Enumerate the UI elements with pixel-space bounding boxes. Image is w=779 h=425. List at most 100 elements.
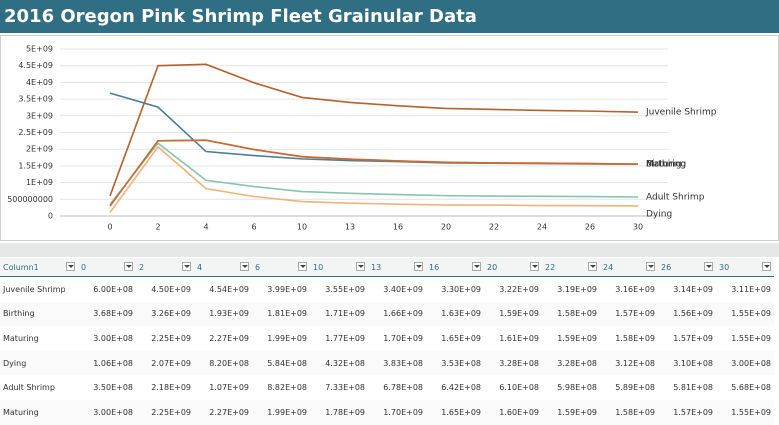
column-header: 2 xyxy=(136,258,194,277)
table-cell: 2.27E+09 xyxy=(194,399,252,425)
filter-button[interactable] xyxy=(124,262,133,271)
x-tick-label: 13 xyxy=(345,223,355,232)
table-cell: 3.50E+08 xyxy=(93,383,133,393)
table-cell: 3.00E+08 xyxy=(78,399,136,425)
y-tick-label: 2E+09 xyxy=(26,145,53,154)
table-cell: 1.70E+09 xyxy=(368,399,426,425)
table-cell: 3.11E+09 xyxy=(731,284,771,294)
table-cell: 4.32E+08 xyxy=(310,350,368,376)
column-header-text: 30 xyxy=(719,262,730,272)
table-cell: 1.70E+09 xyxy=(383,333,423,343)
table-cell: 1.56E+09 xyxy=(658,301,716,327)
table-cell: 1.59E+09 xyxy=(484,301,542,327)
table-cell: 1.63E+09 xyxy=(426,301,484,327)
row-label: Maturing xyxy=(0,399,78,425)
table-cell: 1.59E+09 xyxy=(557,333,597,343)
column-header: 16 xyxy=(426,258,484,277)
x-tick-label: 0 xyxy=(107,223,112,232)
filter-button[interactable] xyxy=(646,262,655,271)
y-tick-label: 3E+09 xyxy=(26,111,53,120)
table-cell: 6.10E+08 xyxy=(499,383,539,393)
table-cell: 7.33E+08 xyxy=(325,383,365,393)
series-line xyxy=(109,142,639,205)
row-label: Juvenile Shrimp xyxy=(3,284,66,294)
filter-button[interactable] xyxy=(472,262,481,271)
y-tick-label: 1E+09 xyxy=(26,178,53,187)
series-line xyxy=(109,145,639,213)
table-cell: 8.82E+08 xyxy=(267,383,307,393)
table-cell: 1.07E+09 xyxy=(209,383,249,393)
filter-button[interactable] xyxy=(762,262,771,271)
table-cell: 2.27E+09 xyxy=(209,333,249,343)
y-tick-label: 2.5E+09 xyxy=(18,128,53,137)
row-label: Adult Shrimp xyxy=(3,383,55,393)
filter-button[interactable] xyxy=(704,262,713,271)
table-cell: 3.83E+08 xyxy=(368,350,426,376)
page-title: 2016 Oregon Pink Shrimp Fleet Grainular … xyxy=(0,0,779,33)
series-label: Adult Shrimp xyxy=(646,193,705,203)
table-cell: 1.81E+09 xyxy=(252,301,310,327)
column-header-text: 16 xyxy=(429,262,440,272)
column-header: Column1 xyxy=(0,258,78,277)
x-tick-label: 24 xyxy=(537,223,547,232)
table-cell: 1.55E+09 xyxy=(716,301,774,327)
table-cell: 1.77E+09 xyxy=(325,333,365,343)
table-cell: 1.78E+09 xyxy=(310,399,368,425)
data-table: Column1 0 2 4 6 10 13 16 20 22 24 26 30 Juvenile Shri… xyxy=(0,258,774,425)
column-header: 24 xyxy=(600,258,658,277)
filter-button[interactable] xyxy=(530,262,539,271)
column-header-text: 4 xyxy=(197,262,203,272)
table-cell: 1.99E+09 xyxy=(252,399,310,425)
x-tick-label: 30 xyxy=(633,223,643,232)
x-tick-label: 20 xyxy=(441,223,451,232)
header-row: Column1 0 2 4 6 10 13 16 20 22 24 26 30 xyxy=(0,258,774,277)
column-header-text: 22 xyxy=(545,262,556,272)
table-cell: 1.57E+09 xyxy=(600,301,658,327)
column-header-text: 6 xyxy=(255,262,261,272)
column-header-text: 24 xyxy=(603,262,614,272)
filter-button[interactable] xyxy=(182,262,191,271)
table-cell: 8.20E+08 xyxy=(194,350,252,376)
x-tick-label: 4 xyxy=(203,223,208,232)
chart: 0 500000000 1E+09 1.5E+09 2E+09 2.5E+09 3E+09 3… xyxy=(0,35,779,241)
filter-button[interactable] xyxy=(66,262,75,271)
table-cell: 1.58E+09 xyxy=(615,333,655,343)
series-label: Maturing xyxy=(646,160,686,170)
table-row: Adult Shrimp 3.50E+08 2.18E+09 1.07E+09 8.82… xyxy=(0,375,774,400)
y-tick-label: 3.5E+09 xyxy=(18,95,53,104)
filter-button[interactable] xyxy=(240,262,249,271)
series-label: Juvenile Shrimp xyxy=(645,108,717,118)
filter-button[interactable] xyxy=(414,262,423,271)
column-header: 22 xyxy=(542,258,600,277)
column-header: 0 xyxy=(78,258,136,277)
table-cell: 3.40E+09 xyxy=(383,284,423,294)
table-cell: 4.54E+09 xyxy=(209,284,249,294)
table-cell: 3.99E+09 xyxy=(267,284,307,294)
table-cell: 1.93E+09 xyxy=(194,301,252,327)
y-tick-label: 4.5E+09 xyxy=(18,61,53,70)
column-header: 10 xyxy=(310,258,368,277)
series-label: Dying xyxy=(646,209,672,219)
chart-frame xyxy=(0,35,779,241)
row-label: Dying xyxy=(0,350,78,376)
separator xyxy=(0,243,779,257)
filter-button[interactable] xyxy=(588,262,597,271)
table-cell: 4.50E+09 xyxy=(151,284,191,294)
series-line xyxy=(109,139,639,207)
filter-button[interactable] xyxy=(356,262,365,271)
filter-button[interactable] xyxy=(298,262,307,271)
series-label: Maturing xyxy=(646,160,686,170)
column-header-text: 0 xyxy=(81,262,87,272)
table-cell: 1.61E+09 xyxy=(499,333,539,343)
row-label: Birthing xyxy=(0,301,78,327)
table-cell: 1.71E+09 xyxy=(310,301,368,327)
table-cell: 3.10E+08 xyxy=(658,350,716,376)
table-cell: 2.25E+09 xyxy=(151,333,191,343)
y-tick-label: 1.5E+09 xyxy=(18,161,53,170)
table-cell: 5.81E+08 xyxy=(673,383,713,393)
table-cell: 3.00E+08 xyxy=(93,333,133,343)
table-cell: 5.84E+08 xyxy=(252,350,310,376)
x-tick-label: 6 xyxy=(251,223,256,232)
column-header-text: 10 xyxy=(313,262,324,272)
table-cell: 2.07E+09 xyxy=(136,350,194,376)
